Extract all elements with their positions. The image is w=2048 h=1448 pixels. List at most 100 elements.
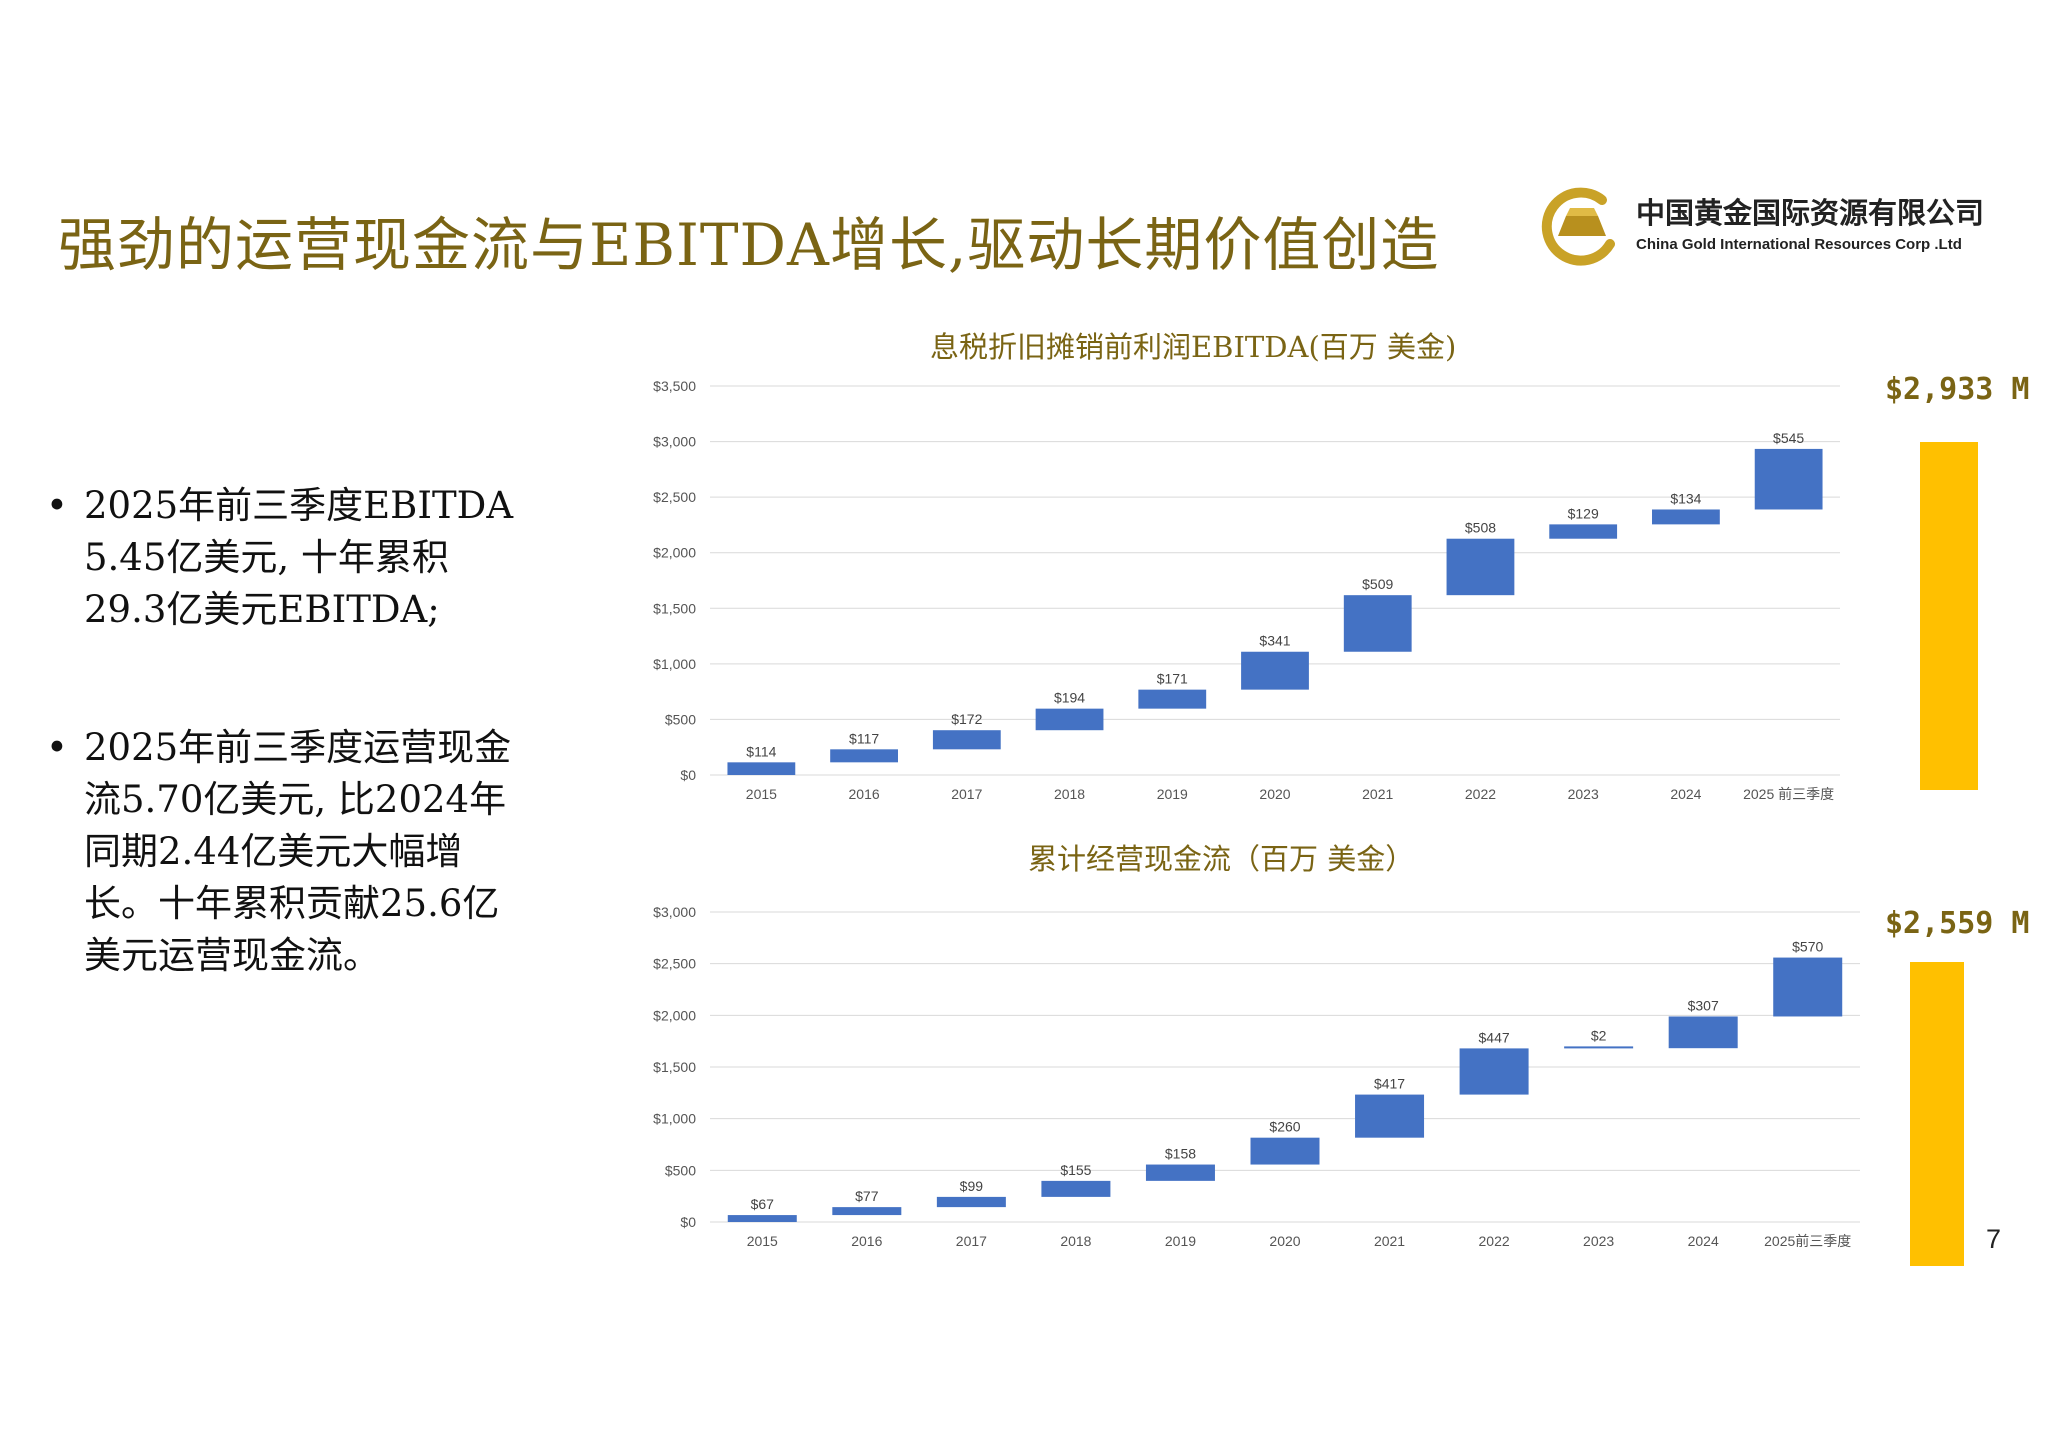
- data-label: $155: [1060, 1162, 1091, 1178]
- data-label: $447: [1479, 1029, 1510, 1045]
- cashflow-waterfall-chart: $0 $500 $1,000 $1,500 $2,000 $2,500 $3,000 $67 2…: [653, 904, 1860, 1249]
- bar: [727, 1215, 797, 1222]
- x-tick-label: 2025前三季度: [1764, 1233, 1851, 1249]
- bar: [1446, 538, 1515, 596]
- y-tick-label: $1,500: [653, 600, 696, 616]
- x-tick-label: 2019: [1165, 1233, 1196, 1249]
- data-label: $129: [1568, 505, 1599, 521]
- data-label: $417: [1374, 1076, 1405, 1092]
- bar: [1250, 1137, 1320, 1165]
- data-label: $158: [1165, 1146, 1196, 1162]
- data-label: $2: [1591, 1027, 1607, 1043]
- x-tick-label: 2024: [1670, 786, 1701, 802]
- x-tick-label: 2019: [1157, 786, 1188, 802]
- x-tick-label: 2024: [1688, 1233, 1719, 1249]
- page-title: 强劲的运营现金流与EBITDA增长,驱动长期价值创造: [58, 211, 1440, 279]
- data-label: $117: [849, 730, 879, 746]
- data-label: $99: [960, 1178, 984, 1194]
- x-tick-label: 2021: [1362, 786, 1393, 802]
- bar: [1241, 651, 1309, 690]
- x-tick-label: 2018: [1060, 1233, 1091, 1249]
- bar: [1343, 595, 1412, 652]
- china-gold-logo-icon: [1541, 187, 1615, 266]
- data-label: $509: [1362, 576, 1393, 592]
- bar: [1564, 1046, 1634, 1049]
- cashflow-total-label: $2,559 M: [1885, 906, 2030, 941]
- data-label: $172: [951, 711, 982, 727]
- data-label: $77: [855, 1188, 879, 1204]
- ebitda-chart-title: 息税折旧摊销前利润EBITDA(百万 美金): [930, 330, 1457, 364]
- bullet-item: • 2025年前三季度运营现金流5.70亿美元, 比2024年同期2.44亿美元…: [40, 722, 530, 982]
- bullet-dot-icon: •: [46, 484, 68, 527]
- bar: [1652, 509, 1720, 525]
- x-tick-label: 2017: [951, 786, 982, 802]
- x-tick-label: 2025 前三季度: [1743, 786, 1834, 802]
- y-tick-label: $3,000: [653, 904, 696, 920]
- bar: [1549, 524, 1618, 539]
- y-tick-label: $3,500: [653, 378, 696, 394]
- y-tick-label: $2,500: [653, 489, 696, 505]
- data-label: $570: [1792, 939, 1823, 955]
- y-tick-label: $1,000: [653, 1111, 696, 1127]
- x-tick-label: 2022: [1465, 786, 1496, 802]
- bullet-list: • 2025年前三季度EBITDA 5.45亿美元, 十年累积29.3亿美元EB…: [40, 480, 530, 1068]
- ebitda-total-label: $2,933 M: [1885, 372, 2030, 407]
- bar: [936, 1196, 1006, 1208]
- bar: [1355, 1094, 1425, 1138]
- y-tick-label: $0: [680, 1214, 696, 1230]
- y-tick-label: $2,000: [653, 1007, 696, 1023]
- x-tick-label: 2015: [747, 1233, 778, 1249]
- bar: [1145, 1164, 1215, 1181]
- y-tick-label: $0: [680, 767, 696, 783]
- bar: [1138, 689, 1207, 709]
- bar: [1668, 1016, 1738, 1049]
- bar: [1754, 448, 1823, 510]
- x-tick-label: 2016: [849, 786, 880, 802]
- logo-name-en: China Gold International Resources Corp …: [1636, 236, 1962, 253]
- bullet-text: 2025年前三季度运营现金流5.70亿美元, 比2024年同期2.44亿美元大幅…: [84, 726, 512, 977]
- y-tick-label: $2,500: [653, 956, 696, 972]
- y-tick-label: $1,000: [653, 656, 696, 672]
- bar: [727, 762, 796, 775]
- bar: [830, 749, 898, 763]
- x-tick-label: 2023: [1568, 786, 1599, 802]
- page-number: 7: [1986, 1224, 2002, 1254]
- y-tick-label: $3,000: [653, 434, 696, 450]
- data-label: $67: [751, 1196, 775, 1212]
- ebitda-waterfall-chart: $0 $500 $1,000 $1,500 $2,000 $2,500 $3,000 $3,5…: [653, 378, 1840, 802]
- bar: [932, 730, 1001, 750]
- data-label: $134: [1670, 490, 1701, 506]
- data-label: $545: [1773, 430, 1804, 446]
- y-tick-label: $500: [665, 1162, 696, 1178]
- x-tick-label: 2020: [1269, 1233, 1300, 1249]
- y-tick-label: $1,500: [653, 1059, 696, 1075]
- data-label: $194: [1054, 690, 1085, 706]
- data-label: $171: [1157, 671, 1188, 687]
- ebitda-total-bar: [1920, 442, 1978, 790]
- cashflow-total-bar: [1910, 962, 1964, 1266]
- x-tick-label: 2020: [1259, 786, 1290, 802]
- bar: [1459, 1048, 1529, 1095]
- cashflow-chart-title: 累计经营现金流（百万 美金）: [1028, 842, 1415, 876]
- company-logo: 中国黄金国际资源有限公司 China Gold International Re…: [1540, 186, 2020, 266]
- x-tick-label: 2022: [1479, 1233, 1510, 1249]
- y-tick-label: $500: [665, 711, 696, 727]
- data-label: $114: [746, 743, 776, 759]
- x-tick-label: 2018: [1054, 786, 1085, 802]
- bullet-text: 2025年前三季度EBITDA 5.45亿美元, 十年累积29.3亿美元EBIT…: [84, 484, 514, 631]
- x-tick-label: 2016: [851, 1233, 882, 1249]
- data-label: $508: [1465, 520, 1496, 536]
- y-tick-label: $2,000: [653, 545, 696, 561]
- x-tick-label: 2015: [746, 786, 777, 802]
- bar: [1773, 957, 1843, 1017]
- bar: [1035, 708, 1104, 731]
- data-label: $307: [1688, 997, 1719, 1013]
- bar: [1041, 1180, 1111, 1197]
- data-label: $341: [1259, 633, 1290, 649]
- logo-name-cn: 中国黄金国际资源有限公司: [1636, 196, 1985, 230]
- x-tick-label: 2021: [1374, 1233, 1405, 1249]
- bullet-dot-icon: •: [46, 726, 68, 769]
- x-tick-label: 2023: [1583, 1233, 1614, 1249]
- bullet-item: • 2025年前三季度EBITDA 5.45亿美元, 十年累积29.3亿美元EB…: [40, 480, 530, 636]
- bar: [832, 1207, 902, 1216]
